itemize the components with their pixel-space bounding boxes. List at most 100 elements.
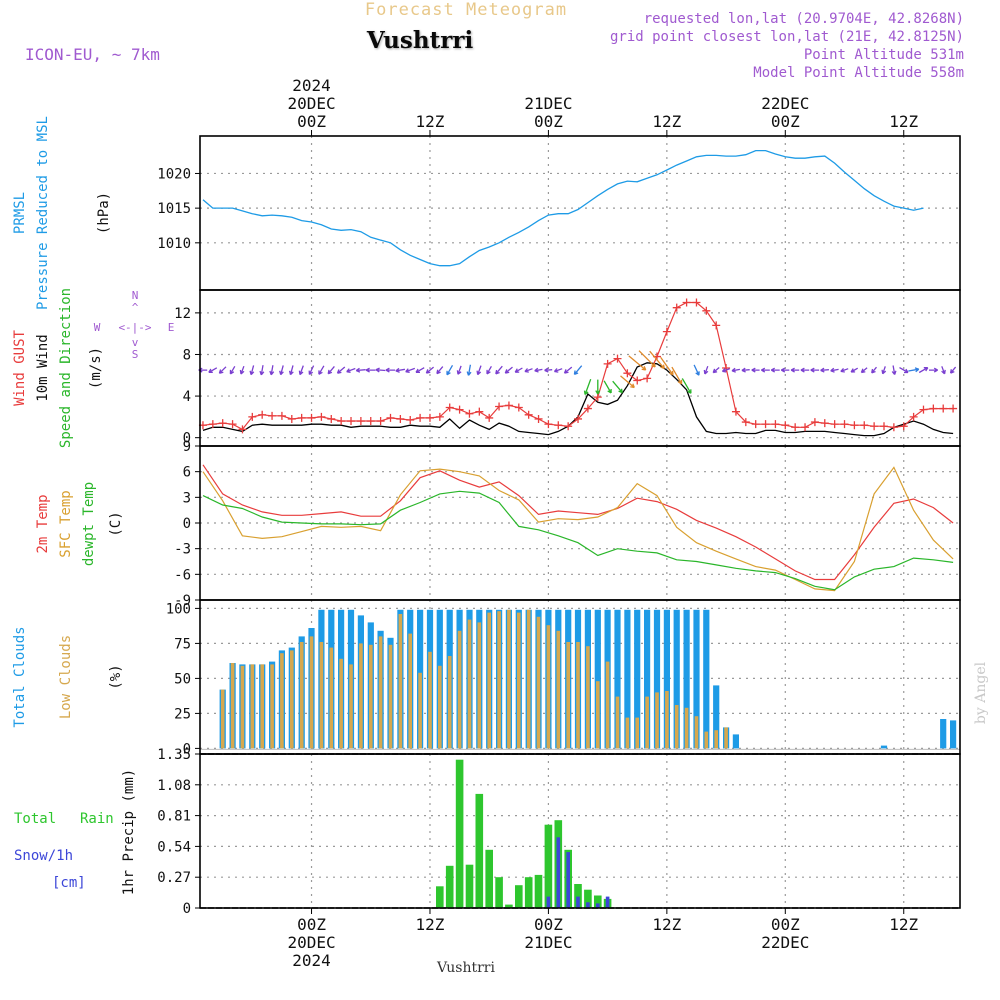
gust-marker: [208, 420, 217, 429]
temperature-tick-label: 0: [183, 516, 191, 532]
low-cloud-bar: [319, 642, 324, 749]
gust-marker: [554, 421, 563, 430]
wind-panel: 0 4 8 12: [174, 290, 960, 447]
low-cloud-bar: [674, 705, 679, 749]
gust-marker: [347, 417, 356, 426]
footer-location: Vushtrri: [436, 960, 495, 976]
wind-direction-arrow: [583, 378, 592, 395]
wind-direction-arrow: [534, 367, 543, 373]
wind-direction-arrow: [346, 367, 356, 373]
low-cloud-bar: [596, 681, 600, 749]
wind-direction-arrow: [504, 366, 513, 374]
low-cloud-bar: [526, 609, 531, 749]
wind-direction-arrow: [436, 366, 444, 375]
compass-h-arrow: <-|->: [118, 321, 151, 334]
gust-marker: [514, 403, 523, 412]
gust-marker: [574, 414, 583, 423]
wind-direction-arrow: [514, 367, 523, 373]
sfc-temp-line: [202, 466, 954, 592]
low-cloud-bar: [467, 619, 472, 749]
pressure-panel: 1010 1015 1020: [157, 136, 960, 290]
wind-label-gust: Wind GUST: [12, 330, 28, 406]
gust-marker: [830, 420, 839, 429]
grid-point-coords: grid point closest lon,lat (21E, 42.8125…: [610, 29, 964, 45]
temperature-panel: -9 -6 -3 0 3 6 9: [174, 439, 960, 609]
precip-tick-label: 0.54: [157, 839, 191, 855]
total-cloud-bar: [634, 609, 641, 749]
wind-direction-arrow: [908, 367, 920, 373]
gust-marker: [228, 420, 237, 429]
gust-marker: [820, 419, 829, 428]
rain-bar: [436, 886, 444, 908]
wind-direction-arrow: [830, 367, 839, 373]
wind-direction-arrow: [524, 368, 533, 373]
wind-direction-arrow: [620, 375, 635, 389]
gust-marker: [445, 403, 454, 412]
gust-marker: [534, 414, 543, 423]
wind-direction-arrow: [751, 367, 760, 373]
wind-direction-arrow: [860, 367, 868, 374]
wind-direction-arrow: [375, 367, 386, 373]
wind-direction-arrow: [649, 350, 665, 370]
low-cloud-bar: [625, 717, 630, 749]
wind-direction-arrow: [239, 365, 245, 375]
temp-label-dewpt: dewpt Temp: [81, 482, 97, 566]
wind-direction-arrow: [208, 367, 218, 374]
low-cloud-bar: [230, 663, 235, 749]
low-cloud-bar: [339, 658, 343, 749]
gust-marker: [889, 423, 898, 432]
wind-direction-arrow: [249, 365, 255, 376]
wind-direction-arrow: [790, 367, 800, 373]
low-cloud-bar: [487, 612, 491, 749]
rain-bar: [475, 793, 484, 908]
total-cloud-bar: [950, 720, 957, 749]
compass-w: W: [94, 321, 101, 334]
precip-tick-label: 0.81: [157, 809, 191, 825]
bottom-time-label: 21DEC: [524, 933, 572, 952]
precip-tick-label: 1.35: [157, 747, 191, 763]
low-cloud-bar: [694, 716, 699, 749]
wind-direction-arrow: [495, 365, 503, 375]
wind-direction-arrow: [425, 366, 435, 374]
low-cloud-bar: [615, 696, 620, 749]
low-cloud-bar: [378, 636, 383, 749]
low-cloud-bar: [309, 636, 314, 749]
gust-marker: [603, 359, 612, 368]
rain-bar: [524, 877, 533, 908]
rain-bar: [485, 849, 493, 908]
model-altitude: Model Point Altitude 558m: [753, 65, 964, 81]
precip-label-total: Total: [14, 811, 56, 827]
rain-bar: [465, 864, 474, 908]
gust-marker: [850, 421, 859, 430]
wind-direction-arrow: [891, 365, 897, 376]
total-cloud-bar: [732, 734, 739, 749]
gust-marker: [801, 423, 810, 432]
gust-marker: [465, 409, 474, 418]
gust-marker: [544, 420, 553, 429]
rain-bar: [584, 889, 592, 908]
gust-marker: [495, 402, 504, 411]
gust-marker: [524, 410, 533, 419]
wind-direction-arrow: [820, 367, 829, 373]
compass-down-arrow: v: [132, 336, 139, 349]
low-cloud-bar: [369, 644, 373, 749]
low-cloud-bar: [546, 625, 551, 749]
cloud-unit: (%): [108, 664, 124, 689]
wind-direction-arrow: [308, 365, 315, 376]
total-cloud-bar: [880, 745, 888, 749]
gust-marker: [583, 404, 592, 413]
temperature-tick-label: 3: [183, 490, 191, 506]
wind-direction-arrow: [693, 364, 700, 376]
total-cloud-bar: [940, 719, 947, 749]
rain-bar: [515, 885, 523, 908]
low-cloud-bar: [299, 642, 304, 749]
temp-2m-line: [202, 464, 954, 581]
cloud-label-total: Total Clouds: [12, 626, 28, 727]
location-title: Vushtrri: [366, 27, 474, 54]
pressure-tick-label: 1010: [157, 236, 191, 252]
precip-label-rain: Rain: [80, 811, 114, 827]
wind-direction-arrow: [671, 366, 683, 385]
top-time-label: 00Z: [771, 112, 800, 131]
top-time-label: 2024: [292, 76, 331, 95]
compass-s: S: [132, 348, 139, 361]
